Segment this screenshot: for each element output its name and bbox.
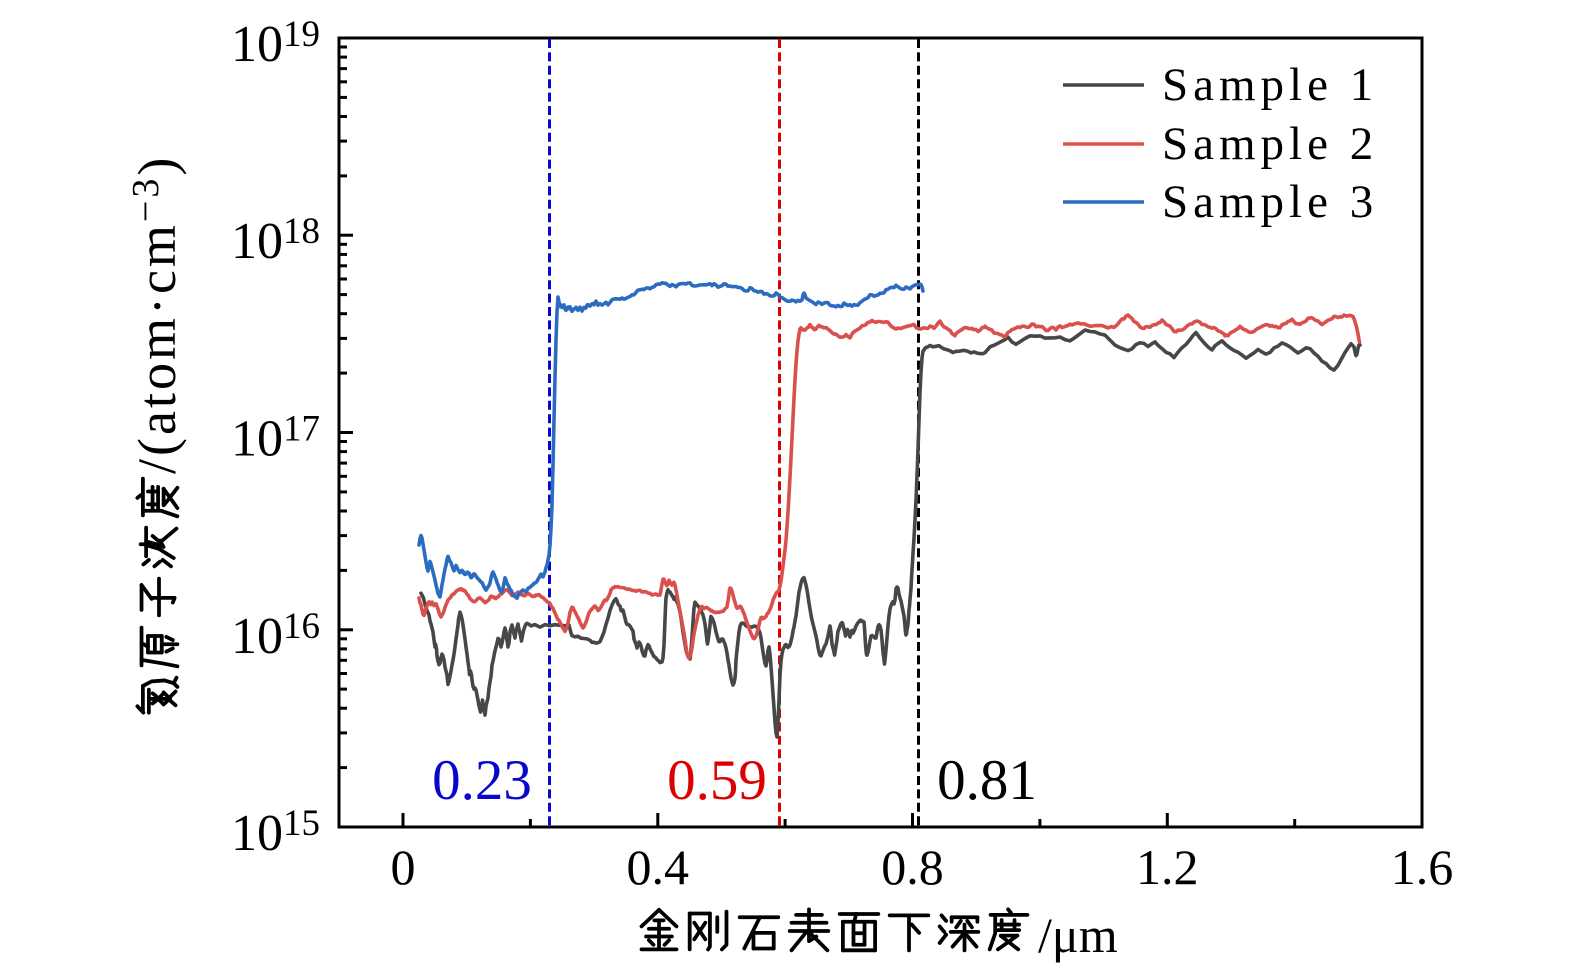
svg-text:Sample 3: Sample 3 xyxy=(1162,176,1378,228)
svg-text:Sample 1: Sample 1 xyxy=(1162,59,1378,111)
svg-text:/μm: /μm xyxy=(1038,907,1118,963)
svg-text:0.81: 0.81 xyxy=(937,749,1037,812)
svg-text:0: 0 xyxy=(391,839,416,895)
svg-text:1.2: 1.2 xyxy=(1136,839,1199,895)
svg-text:0.59: 0.59 xyxy=(667,749,767,812)
svg-text:1.6: 1.6 xyxy=(1391,839,1454,895)
svg-text:0.8: 0.8 xyxy=(881,839,944,895)
svg-text:0.4: 0.4 xyxy=(627,839,690,895)
svg-text:1018: 1018 xyxy=(231,211,320,270)
svg-text:0.23: 0.23 xyxy=(432,749,532,812)
svg-text:Sample 2: Sample 2 xyxy=(1162,118,1378,170)
